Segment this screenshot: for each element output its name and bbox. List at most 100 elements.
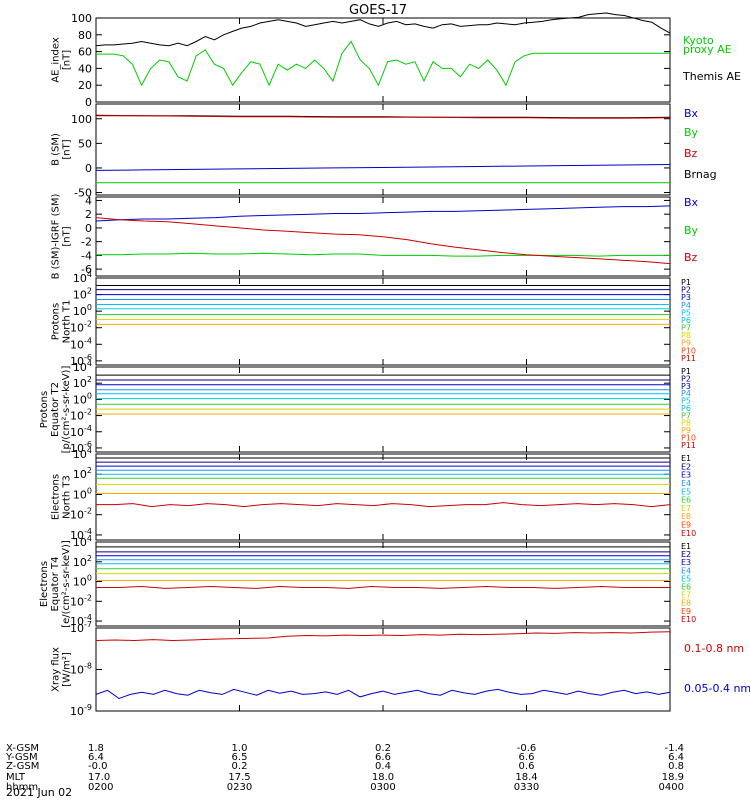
series-line-themis-ae [95,12,671,47]
y-tick-label: 100 [73,303,92,318]
y-axis-label: North T1 [62,300,73,344]
x-axis-value: 0200 [88,782,113,793]
legend-entry: P11 [681,441,696,450]
panel-db: 420-2-4-6 B (SM)-IGRF (SM) [nT] Bx By Bz [51,194,699,280]
y-tick-label: 10-4 [70,424,92,439]
x-axis-value: -1.4 [664,743,684,754]
legend-entry: E2 [681,462,691,471]
panel-frame [95,17,671,103]
y-tick-label: 10-2 [70,593,92,608]
legend-entry: P3 [681,382,691,391]
legend-entry: P1 [681,278,691,287]
x-axis-value: 18.9 [662,772,684,783]
x-row-label: Y-GSM [5,752,38,763]
y-axis-label: [p/(cm²-s-sr-keV)] [61,366,72,454]
y-tick-label: 50 [78,137,92,150]
legend-entry: E6 [681,496,691,505]
y-tick-label: 10-4 [70,613,92,628]
y-tick-label: 10-4 [70,527,92,542]
y-tick-label: 102 [73,287,92,302]
legend-entry: P9 [681,339,691,348]
y-tick-label: 20 [78,79,92,92]
legend-entry: E8 [681,599,691,608]
y-tick-label: 10-9 [70,703,92,718]
legend-entry: Bz [684,251,698,264]
y-tick-label: 104 [73,446,92,461]
legend-entry: Bx [684,107,699,120]
y-axis-label: Equator T4 [50,557,61,612]
y-tick-label: 102 [73,375,92,390]
legend-entry: P10 [681,346,696,355]
x-axis-value: -0.0 [88,761,108,772]
y-tick-label: 0 [85,222,92,235]
x-axis-value: 6.4 [88,752,104,763]
legend-entry: By [684,126,699,139]
y-tick-label: 40 [78,62,92,75]
x-axis-value: 6.6 [519,752,535,763]
y-tick-label: 10-8 [70,662,92,677]
y-axis-label: [W/m²] [62,652,73,687]
legend-entry: Themis AE [682,70,741,83]
x-axis-value: 18.4 [515,772,537,783]
legend-entry: P9 [681,426,691,435]
x-axis-value: 17.5 [228,772,250,783]
x-row-label: hhmm [6,782,38,793]
y-axis-label: B (SM) [51,133,62,166]
series-line-bz [95,217,671,265]
legend-entry: Bz [684,147,698,160]
y-axis-label: North T3 [62,475,73,519]
series-line-0-05-0-4-nm [95,688,671,700]
legend-entry: Kyoto [683,34,714,47]
legend-entry: P8 [681,419,691,428]
y-axis-label: [e/(cm²-s-sr-keV)] [61,540,72,628]
y-tick-label: 100 [71,12,92,25]
panel-xr: 10-7 10-8 10-9 Xray flux [W/m²] 0.1-0.8 nm 0.0… [51,620,750,718]
y-tick-label: -50 [74,187,92,200]
y-tick-label: 10-6 [70,440,92,455]
legend-entry: 0.05-0.4 nm [684,682,750,695]
legend-entry: P7 [681,411,691,420]
x-axis-value: 0330 [514,782,539,793]
x-axis-value: 0.4 [375,761,391,772]
legend-entry: E6 [681,583,691,592]
legend-entry: By [684,224,699,237]
figure-title: GOES-17 [349,3,407,18]
legend-entry: Bx [684,196,699,209]
y-tick-label: 10-7 [70,620,92,635]
y-tick-label: 80 [78,29,92,42]
legend-entry: E9 [681,607,691,616]
panel-b: 100 50 0 -50 B (SM) [nT] Bx By Bz Brnag [51,103,717,200]
y-axis-label: Equator T2 [50,382,61,437]
legend-entry: P2 [681,374,691,383]
series-line-bx [95,205,671,222]
legend-entry: P6 [681,316,691,325]
y-tick-label: 100 [73,391,92,406]
x-axis-value: 0400 [659,782,684,793]
legend-entry: E9 [681,521,691,530]
x-axis-value: 6.5 [232,752,248,763]
series-line-bx [95,164,671,171]
series-line-kyoto-proxy-ae [96,40,670,87]
panel-frame [95,541,671,627]
x-axis-value: 6.4 [668,752,684,763]
legend-entry: P2 [681,286,691,295]
y-tick-label: 104 [73,359,92,374]
y-tick-label: -4 [81,249,92,262]
y-tick-label: 10-2 [70,408,92,423]
y-axis-label: Electrons [51,474,62,520]
y-tick-label: 104 [73,534,92,549]
legend-entry: P5 [681,308,691,317]
panel-ee: 104 102 100 10-2 10-4 Electrons Equator T4 [e/(… [39,534,696,628]
y-axis-label: B (SM)-IGRF (SM) [51,194,62,280]
y-axis-label: Xray flux [51,647,62,692]
panel-frame [95,277,671,366]
x-axis-value: 18.0 [372,772,394,783]
legend-entry: E5 [681,574,691,583]
y-tick-label: 0 [85,96,92,109]
y-axis-label: [nT] [62,50,73,70]
legend-entry: P4 [681,389,691,398]
